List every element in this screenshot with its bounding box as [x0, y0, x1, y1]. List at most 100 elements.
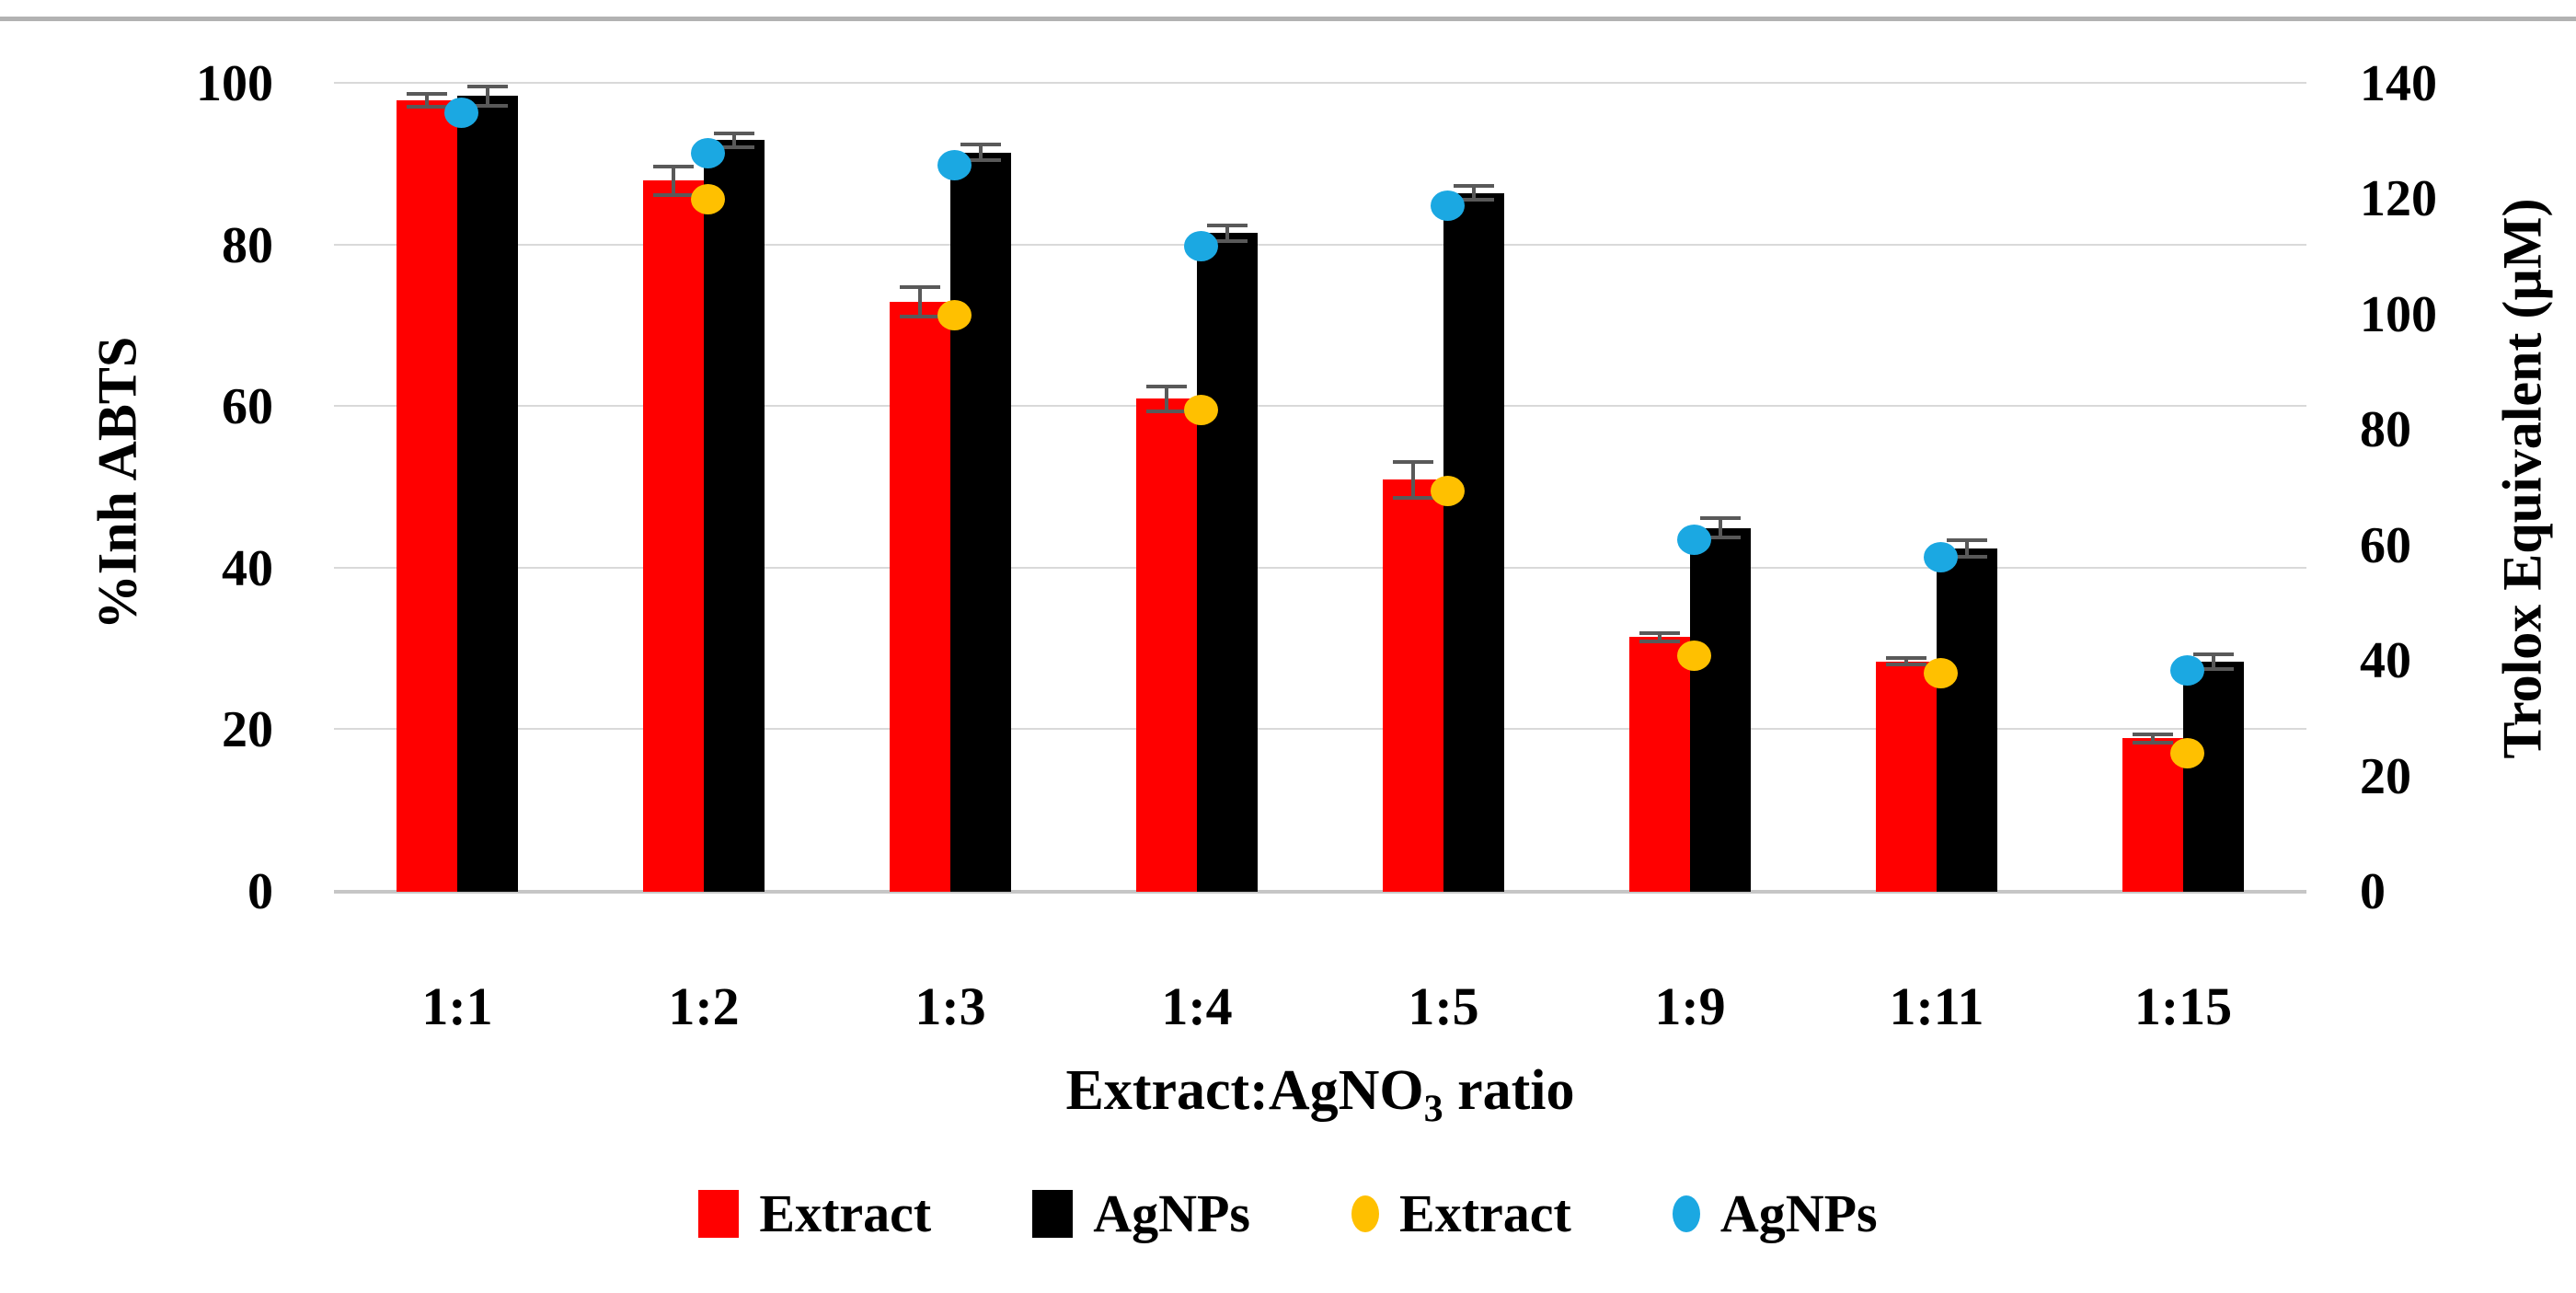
gridline-100: [334, 82, 2306, 84]
error-cap-top: [714, 131, 754, 135]
bar-extract-1:15: [2122, 738, 2183, 892]
right-tick-0: 0: [2360, 863, 2386, 920]
error-bar-extract-1:4: [1165, 387, 1168, 411]
chart-legend: Extract AgNPs Extract AgNPs: [0, 1187, 2576, 1241]
dot-agnps-1:15: [2170, 654, 2204, 686]
right-tick-40: 40: [2360, 632, 2411, 690]
x-tick-1:1: 1:1: [421, 976, 493, 1036]
dot-agnps-1:4: [1184, 230, 1218, 261]
error-bar-agnps-1:3: [979, 144, 983, 161]
error-cap-bottom: [653, 193, 694, 198]
error-cap-top: [407, 91, 447, 96]
left-tick-40: 40: [222, 539, 273, 597]
error-bar-extract-1:11: [1904, 658, 1908, 665]
error-cap-bottom: [1639, 639, 1680, 643]
x-tick-1:3: 1:3: [914, 976, 986, 1036]
error-cap-bottom: [407, 104, 447, 109]
error-cap-top: [2193, 652, 2234, 656]
error-cap-bottom: [960, 158, 1001, 163]
gridline-60: [334, 405, 2306, 408]
right-tick-100: 100: [2360, 285, 2437, 343]
x-tick-1:15: 1:15: [2133, 976, 2233, 1036]
bar-extract-1:11: [1876, 661, 1937, 892]
bar-agnps-1:9: [1690, 527, 1751, 892]
error-bar-agnps-1:9: [1719, 518, 1722, 538]
error-cap-bottom: [1454, 198, 1494, 202]
error-cap-bottom: [1207, 239, 1248, 244]
bar-extract-1:1: [397, 99, 457, 892]
x-tick-1:11: 1:11: [1889, 976, 1984, 1036]
error-cap-top: [467, 84, 508, 88]
right-tick-80: 80: [2360, 401, 2411, 459]
dot-agnps-1:9: [1677, 525, 1711, 556]
error-cap-bottom: [1393, 495, 1433, 500]
error-cap-top: [1207, 223, 1248, 227]
bar-agnps-1:11: [1937, 548, 1997, 892]
error-cap-top: [1947, 538, 1987, 543]
error-cap-top: [1700, 516, 1741, 521]
dot-agnps-1:2: [691, 138, 725, 169]
x-axis-title-subscript: 3: [1423, 1088, 1443, 1131]
x-axis-title-suffix: ratio: [1443, 1059, 1575, 1122]
error-bar-agnps-1:1: [486, 86, 489, 106]
left-tick-80: 80: [222, 216, 273, 274]
bar-extract-1:3: [890, 302, 950, 892]
error-bar-agnps-1:4: [1225, 225, 1229, 242]
x-tick-1:5: 1:5: [1408, 976, 1479, 1036]
error-bar-agnps-1:15: [2212, 653, 2215, 669]
gridline-20: [334, 728, 2306, 731]
dot-extract-1:15: [2170, 738, 2204, 769]
dot-extract-1:3: [937, 299, 972, 330]
right-tick-140: 140: [2360, 55, 2437, 113]
error-bar-extract-1:5: [1411, 461, 1415, 498]
legend-label: AgNPs: [1093, 1183, 1250, 1243]
x-axis-line: [334, 890, 2306, 894]
error-cap-top: [1454, 183, 1494, 188]
error-cap-top: [1393, 459, 1433, 464]
x-tick-1:9: 1:9: [1654, 976, 1726, 1036]
bar-extract-1:5: [1383, 479, 1443, 892]
gridline-40: [334, 566, 2306, 569]
dot-extract-1:5: [1431, 476, 1465, 507]
x-tick-1:2: 1:2: [668, 976, 740, 1036]
legend-item-3-agnps: AgNPs: [1672, 1183, 1878, 1243]
left-tick-20: 20: [222, 701, 273, 759]
left-axis-title: %Inh ABTS: [86, 336, 148, 630]
legend-label: Extract: [759, 1183, 932, 1243]
error-cap-bottom: [1886, 663, 1926, 667]
left-tick-60: 60: [222, 378, 273, 436]
legend-circle-swatch: [1351, 1195, 1379, 1232]
error-bar-extract-1:2: [672, 166, 675, 196]
left-tick-0: 0: [247, 863, 273, 920]
dot-extract-1:2: [691, 184, 725, 215]
error-cap-bottom: [1700, 536, 1741, 540]
legend-label: Extract: [1399, 1183, 1571, 1243]
gridline-80: [334, 243, 2306, 246]
error-cap-bottom: [2193, 666, 2234, 671]
left-tick-100: 100: [196, 55, 273, 112]
error-cap-top: [1146, 385, 1187, 389]
x-axis-title-prefix: Extract:AgNO: [1065, 1059, 1424, 1122]
error-cap-bottom: [714, 145, 754, 150]
error-bar-extract-1:1: [425, 93, 429, 107]
right-tick-120: 120: [2360, 170, 2437, 228]
error-bar-extract-1:9: [1658, 633, 1662, 641]
right-tick-60: 60: [2360, 516, 2411, 574]
dot-extract-1:11: [1924, 657, 1958, 688]
x-tick-1:4: 1:4: [1161, 976, 1233, 1036]
legend-item-2-extract: Extract: [1351, 1187, 1571, 1241]
error-cap-top: [2133, 732, 2173, 736]
legend-square-swatch: [1032, 1190, 1074, 1238]
dot-agnps-1:3: [937, 149, 972, 180]
dot-extract-1:4: [1184, 395, 1218, 426]
bar-agnps-1:4: [1197, 233, 1258, 892]
legend-label: AgNPs: [1719, 1183, 1878, 1243]
dot-agnps-1:11: [1924, 542, 1958, 573]
error-cap-bottom: [900, 314, 940, 318]
error-cap-top: [1639, 631, 1680, 636]
error-cap-bottom: [2133, 740, 2173, 745]
error-bar-agnps-1:5: [1472, 185, 1476, 201]
bar-agnps-1:5: [1443, 192, 1504, 892]
bar-extract-1:2: [643, 180, 704, 892]
